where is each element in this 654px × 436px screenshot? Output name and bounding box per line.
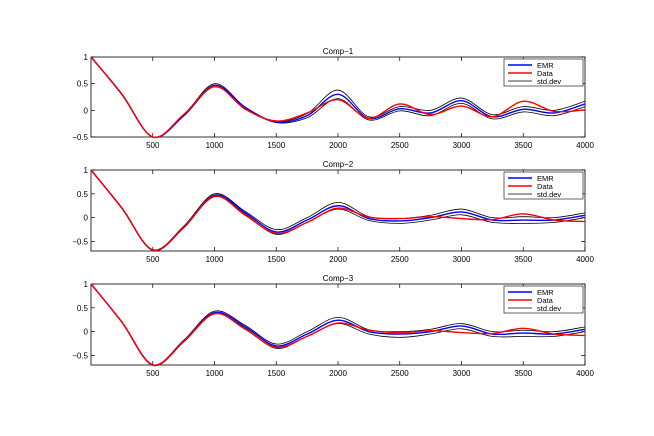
x-tick-label: 2000 xyxy=(329,141,347,150)
legend-label: EMR xyxy=(537,288,554,297)
chart-title: Comp−1 xyxy=(323,47,354,56)
x-tick-label: 1000 xyxy=(206,141,224,150)
y-tick-label: 1 xyxy=(84,280,89,289)
x-tick-label: 2500 xyxy=(391,255,409,264)
chart-panel-1: Comp−1 500 1000 1500 2000 2500 3000 3500 4000 −0.… xyxy=(72,47,594,150)
x-tick-label: 500 xyxy=(146,141,160,150)
chart-title: Comp−2 xyxy=(323,160,354,169)
x-tick-label: 3500 xyxy=(514,141,532,150)
series-line-data xyxy=(90,56,586,139)
legend-label: std.dev xyxy=(537,304,561,313)
series-line-data xyxy=(90,283,586,366)
chart-panel-3: Comp−3 500 1000 1500 2000 2500 3000 3500 4000 −0.… xyxy=(72,274,594,378)
legend-label: std.dev xyxy=(537,77,561,86)
x-tick-label: 2500 xyxy=(391,141,409,150)
y-tick-label: 0.5 xyxy=(77,190,89,199)
x-tick-label: 1500 xyxy=(267,141,285,150)
x-tick-label: 1500 xyxy=(267,255,285,264)
legend-label: Data xyxy=(537,182,554,191)
y-tick-label: 0 xyxy=(84,106,89,115)
y-tick-label: 0 xyxy=(84,214,89,223)
x-tick-label: 1500 xyxy=(267,369,285,378)
legend-label: EMR xyxy=(537,174,554,183)
y-tick-label: 0.5 xyxy=(77,304,89,313)
x-tick-label: 4000 xyxy=(576,255,594,264)
x-tick-label: 2000 xyxy=(329,255,347,264)
y-tick-label: 1 xyxy=(84,53,89,62)
series-line-data xyxy=(90,169,586,252)
y-tick-label: −0.5 xyxy=(72,351,88,360)
x-tick-label: 3000 xyxy=(453,369,471,378)
x-tick-label: 500 xyxy=(146,255,160,264)
chart-title: Comp−3 xyxy=(323,274,354,283)
legend-label: Data xyxy=(537,296,554,305)
x-tick-label: 3000 xyxy=(453,255,471,264)
legend-label: Data xyxy=(537,69,554,78)
legend-label: std.dev xyxy=(537,190,561,199)
x-tick-label: 4000 xyxy=(576,369,594,378)
x-tick-label: 4000 xyxy=(576,141,594,150)
y-tick-label: 0 xyxy=(84,328,89,337)
x-tick-label: 500 xyxy=(146,369,160,378)
x-tick-label: 3000 xyxy=(453,141,471,150)
y-tick-label: 0.5 xyxy=(77,80,89,89)
x-tick-label: 2000 xyxy=(329,369,347,378)
x-tick-label: 1000 xyxy=(206,369,224,378)
y-tick-label: −0.5 xyxy=(72,133,88,142)
y-tick-label: −0.5 xyxy=(72,237,88,246)
chart-panel-2: Comp−2 500 1000 1500 2000 2500 3000 3500 4000 −0.… xyxy=(72,160,594,264)
x-tick-label: 1000 xyxy=(206,255,224,264)
y-tick-label: 1 xyxy=(84,166,89,175)
x-tick-label: 2500 xyxy=(391,369,409,378)
x-tick-label: 3500 xyxy=(514,255,532,264)
x-tick-label: 3500 xyxy=(514,369,532,378)
legend-label: EMR xyxy=(537,61,554,70)
